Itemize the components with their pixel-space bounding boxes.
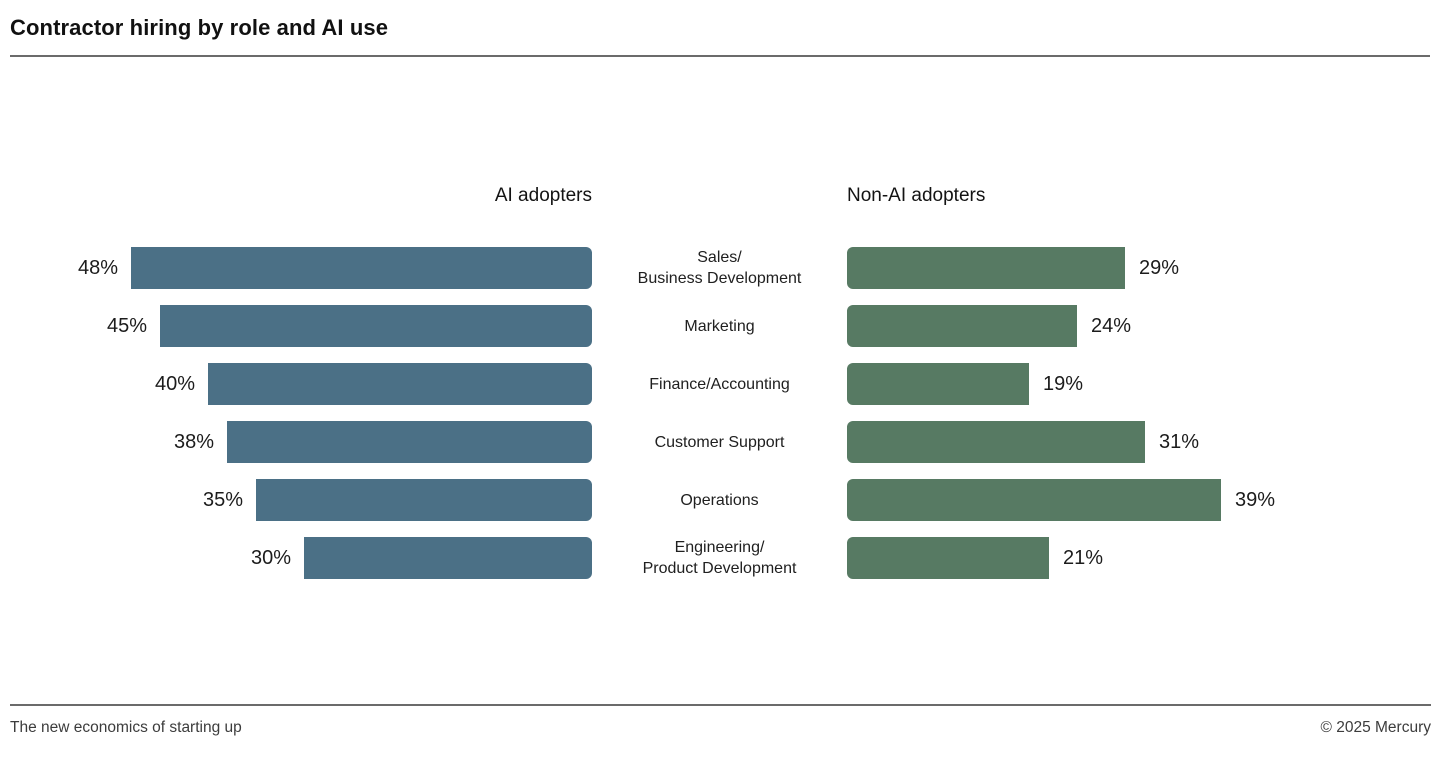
footer-tagline: The new economics of starting up	[10, 719, 242, 736]
non-ai-value-label: 19%	[1043, 372, 1084, 395]
non-ai-value-label: 24%	[1091, 314, 1132, 337]
non-ai-bar	[847, 247, 1125, 289]
bar-chart: AI adopters Non-AI adopters 48% Sales/ B…	[0, 183, 1440, 579]
non-ai-bar	[847, 305, 1077, 347]
ai-bar	[208, 363, 592, 405]
chart-row-marketing: 45% Marketing 24%	[0, 305, 1440, 347]
non-ai-value-label: 39%	[1235, 488, 1276, 511]
category-cell: Marketing	[592, 316, 847, 337]
category-cell: Engineering/ Product Development	[592, 537, 847, 579]
footer-copyright: © 2025 Mercury	[1320, 719, 1432, 736]
chart-row-engineering: 30% Engineering/ Product Development 21%	[0, 537, 1440, 579]
category-label: Operations	[680, 491, 759, 509]
ai-value-label: 35%	[202, 488, 243, 511]
non-ai-cell: 24%	[847, 305, 1440, 347]
category-label: Sales/ Business Development	[637, 249, 802, 287]
chart-row-customer-support: 38% Customer Support 31%	[0, 421, 1440, 463]
non-ai-bar	[847, 537, 1049, 579]
non-ai-value-label: 21%	[1063, 546, 1104, 569]
non-ai-value-label: 29%	[1139, 256, 1180, 279]
category-label: Customer Support	[654, 433, 785, 451]
non-ai-bar	[847, 421, 1145, 463]
ai-value-label: 30%	[250, 546, 291, 569]
ai-cell: 35%	[0, 479, 592, 521]
chart-row-operations: 35% Operations 39%	[0, 479, 1440, 521]
ai-bar	[256, 479, 592, 521]
series-headers: AI adopters Non-AI adopters	[0, 183, 1440, 207]
category-cell: Operations	[592, 490, 847, 511]
non-ai-bar	[847, 479, 1221, 521]
non-ai-adopters-header: Non-AI adopters	[847, 185, 986, 206]
ai-value-label: 48%	[77, 256, 118, 279]
ai-adopters-header: AI adopters	[494, 185, 592, 206]
ai-value-label: 40%	[154, 372, 195, 395]
ai-bar	[131, 247, 592, 289]
chart-row-sales: 48% Sales/ Business Development 29%	[0, 247, 1440, 289]
category-label: Engineering/ Product Development	[642, 539, 797, 577]
non-ai-bar	[847, 363, 1029, 405]
footer-divider	[10, 704, 1431, 706]
category-label: Marketing	[684, 317, 755, 335]
chart-row-finance: 40% Finance/Accounting 19%	[0, 363, 1440, 405]
ai-value-label: 45%	[106, 314, 147, 337]
category-cell: Sales/ Business Development	[592, 247, 847, 289]
page-title: Contractor hiring by role and AI use	[10, 15, 389, 40]
footer-row: The new economics of starting up © 2025 …	[10, 719, 1431, 737]
footer: The new economics of starting up © 2025 …	[10, 704, 1431, 737]
category-label: Finance/Accounting	[649, 375, 790, 393]
ai-bar	[160, 305, 592, 347]
non-ai-cell: 31%	[847, 421, 1440, 463]
header-divider	[10, 55, 1430, 57]
ai-cell: 30%	[0, 537, 592, 579]
non-ai-cell: 19%	[847, 363, 1440, 405]
category-cell: Customer Support	[592, 432, 847, 453]
non-ai-cell: 39%	[847, 479, 1440, 521]
header: Contractor hiring by role and AI use	[0, 0, 1440, 57]
ai-cell: 45%	[0, 305, 592, 347]
non-ai-value-label: 31%	[1159, 430, 1200, 453]
ai-cell: 38%	[0, 421, 592, 463]
non-ai-cell: 29%	[847, 247, 1440, 289]
ai-value-label: 38%	[173, 430, 214, 453]
chart-rows: 48% Sales/ Business Development 29% 45%	[0, 247, 1440, 579]
ai-bar	[304, 537, 592, 579]
ai-bar	[227, 421, 592, 463]
category-cell: Finance/Accounting	[592, 374, 847, 395]
non-ai-cell: 21%	[847, 537, 1440, 579]
ai-cell: 48%	[0, 247, 592, 289]
ai-cell: 40%	[0, 363, 592, 405]
